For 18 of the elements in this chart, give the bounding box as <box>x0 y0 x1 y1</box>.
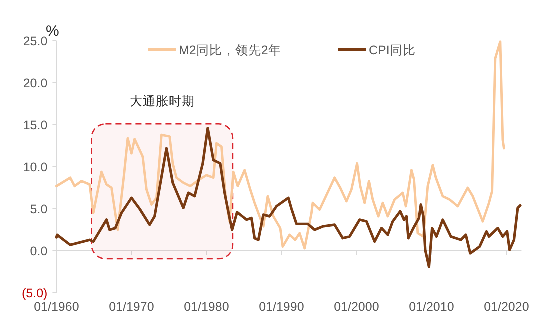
y-tick-label: 0.0 <box>30 244 48 258</box>
x-tick-label: 01/1970 <box>109 300 154 314</box>
legend-label: CPI同比 <box>369 44 416 58</box>
x-tick-label: 01/2020 <box>484 300 530 314</box>
x-tick-label: 01/1990 <box>259 300 304 314</box>
y-tick-label: 25.0 <box>23 34 48 48</box>
x-tick-label: 01/1980 <box>184 300 230 314</box>
x-tick-label: 01/1960 <box>34 300 80 314</box>
y-tick-label: 15.0 <box>23 118 48 132</box>
band-label: 大通胀时期 <box>130 94 195 109</box>
y-tick-label: (5.0) <box>22 286 48 300</box>
y-tick-label: 20.0 <box>23 76 48 90</box>
y-tick-label: 5.0 <box>30 202 48 216</box>
x-tick-label: 01/2010 <box>409 300 454 314</box>
y-axis-title: % <box>46 23 60 40</box>
x-tick-label: 01/2000 <box>334 300 380 314</box>
legend-label: M2同比，领先2年 <box>179 44 282 58</box>
y-tick-label: 10.0 <box>23 160 48 174</box>
